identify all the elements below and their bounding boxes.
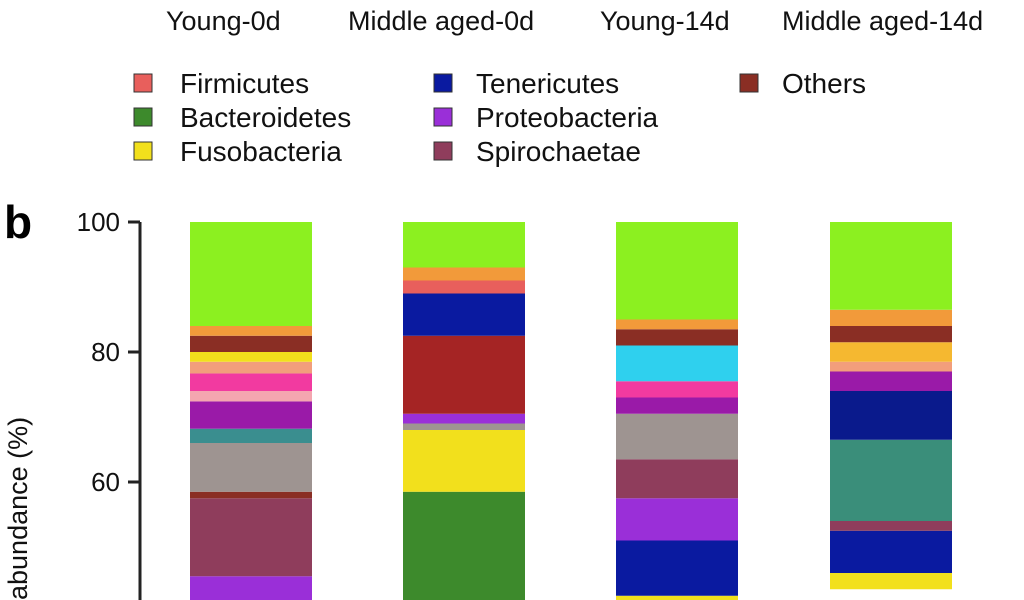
legend-item-proteobacteria: Proteobacteria <box>433 102 659 133</box>
bar-segment <box>190 222 312 326</box>
bar-segment <box>830 439 952 521</box>
legend-swatch-proteobacteria <box>433 107 453 127</box>
legend-label-others: Others <box>782 68 866 99</box>
bar-segment <box>830 573 952 590</box>
bar-segment <box>403 423 525 430</box>
group-label-young-0d: Young-0d <box>166 6 281 36</box>
bar-segment <box>830 391 952 440</box>
legend-swatch-spirochaetae <box>433 141 453 161</box>
bar-segment <box>190 576 312 600</box>
bar-segment <box>830 326 952 343</box>
bar-segment <box>190 443 312 492</box>
bar-segment <box>830 222 952 310</box>
bar-segment <box>616 222 738 320</box>
group-label-middle-aged-14d: Middle aged-14d <box>782 6 983 36</box>
bar-segment <box>616 381 738 398</box>
bar-middle-aged-0d <box>403 222 525 600</box>
bar-segment <box>830 309 952 326</box>
bar-segment <box>190 373 312 391</box>
bar-segment <box>616 595 738 600</box>
bar-segment <box>403 267 525 281</box>
bar-segment <box>190 335 312 352</box>
bar-segment <box>190 361 312 374</box>
legend-item-tenericutes: Tenericutes <box>433 68 619 99</box>
bar-middle-aged-14d <box>830 222 952 600</box>
bar-segment <box>190 352 312 362</box>
bar-segment <box>616 319 738 330</box>
bar-segment <box>616 329 738 346</box>
bar-segment <box>403 293 525 336</box>
group-label-middle-aged-0d: Middle aged-0d <box>348 6 534 36</box>
bar-segment <box>190 391 312 402</box>
y-tick-label-80: 80 <box>91 337 120 367</box>
legend: Firmicutes Bacteroidetes Fusobacteria Te… <box>133 68 866 167</box>
panel-label: b <box>4 196 32 248</box>
group-label-young-14d: Young-14d <box>600 6 730 36</box>
legend-item-spirochaetae: Spirochaetae <box>433 136 641 167</box>
bar-segment <box>190 326 312 336</box>
legend-swatch-tenericutes <box>433 73 453 93</box>
y-tick-label-60: 60 <box>91 467 120 497</box>
legend-item-firmicutes: Firmicutes <box>133 68 309 99</box>
legend-item-bacteroidetes: Bacteroidetes <box>133 102 351 133</box>
y-axis: 60 80 100 <box>77 207 142 600</box>
bar-segment <box>190 428 312 443</box>
legend-swatch-others <box>739 73 759 93</box>
bar-segment <box>830 521 952 531</box>
legend-item-fusobacteria: Fusobacteria <box>133 136 342 167</box>
bar-segment <box>616 397 738 414</box>
legend-swatch-fusobacteria <box>133 141 153 161</box>
bar-segment <box>403 335 525 414</box>
bar-segment <box>616 540 738 596</box>
bars <box>190 222 952 600</box>
y-axis-label: abundance (%) <box>3 417 33 600</box>
bar-segment <box>616 459 738 499</box>
bar-segment <box>616 345 738 382</box>
group-labels: Young-0d Middle aged-0d Young-14d Middle… <box>166 6 983 36</box>
bar-segment <box>403 280 525 294</box>
legend-label-tenericutes: Tenericutes <box>476 68 619 99</box>
legend-label-fusobacteria: Fusobacteria <box>180 136 342 167</box>
bar-young-0d <box>190 222 312 600</box>
bar-segment <box>830 589 952 600</box>
bar-segment <box>403 430 525 492</box>
bar-young-14d <box>616 222 738 600</box>
legend-item-others: Others <box>739 68 866 99</box>
legend-label-spirochaetae: Spirochaetae <box>476 136 641 167</box>
legend-swatch-bacteroidetes <box>133 107 153 127</box>
bar-segment <box>190 491 312 499</box>
bar-segment <box>830 361 952 372</box>
bar-segment <box>830 342 952 362</box>
legend-label-firmicutes: Firmicutes <box>180 68 309 99</box>
bar-segment <box>403 222 525 268</box>
legend-swatch-firmicutes <box>133 73 153 93</box>
bar-segment <box>403 491 525 600</box>
bar-segment <box>830 530 952 573</box>
bar-segment <box>403 413 525 424</box>
y-tick-label-100: 100 <box>77 207 120 237</box>
legend-label-proteobacteria: Proteobacteria <box>476 102 659 133</box>
bar-segment <box>616 498 738 541</box>
legend-label-bacteroidetes: Bacteroidetes <box>180 102 351 133</box>
bar-segment <box>830 371 952 391</box>
bar-segment <box>190 498 312 577</box>
bar-segment <box>616 413 738 460</box>
bar-segment <box>190 401 312 429</box>
